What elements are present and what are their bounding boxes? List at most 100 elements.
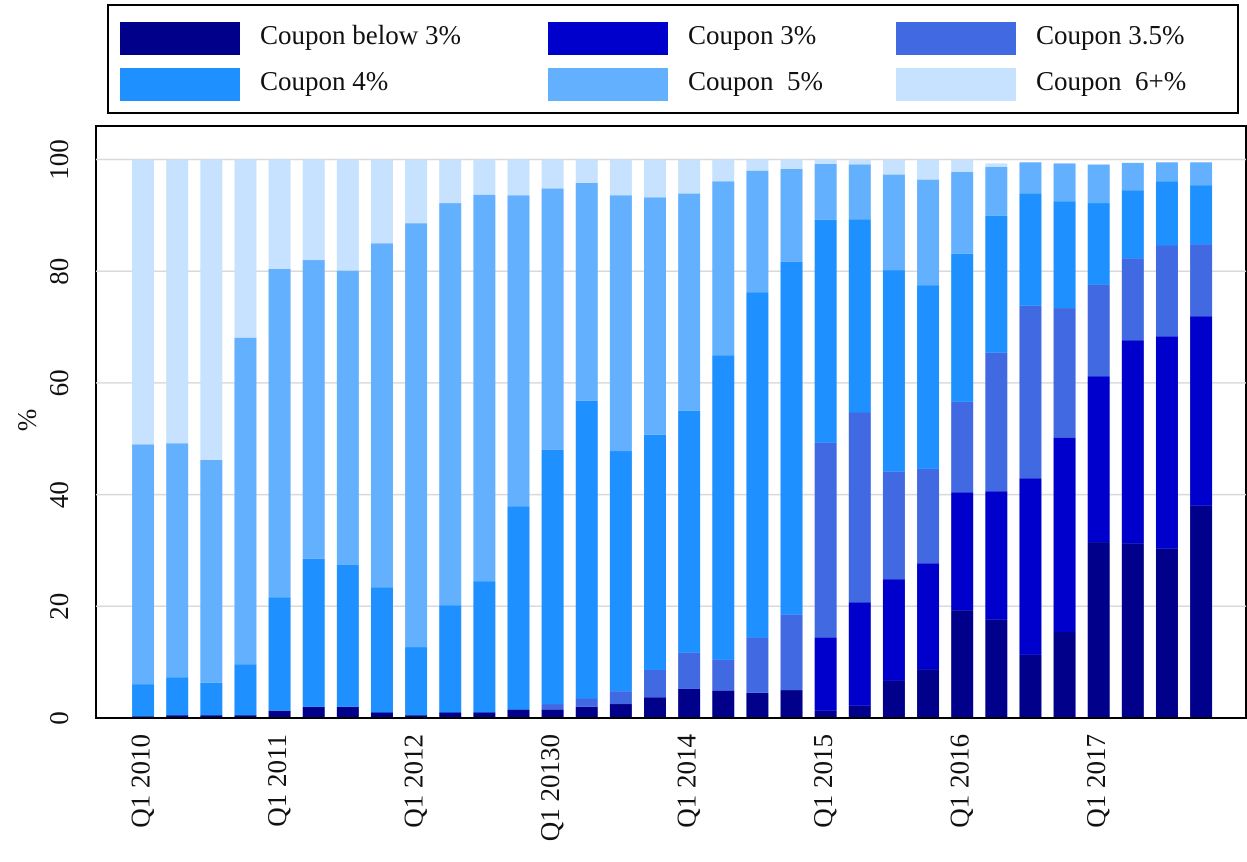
bar-segment — [678, 193, 701, 411]
bar-segment — [473, 712, 496, 718]
bar-segment — [644, 197, 667, 435]
bar-segment — [848, 412, 871, 603]
legend-label: Coupon below 3% — [260, 20, 461, 50]
bar-segment — [644, 669, 667, 698]
bar-segment — [609, 704, 632, 718]
bar-segment — [507, 195, 530, 507]
bar-segment — [644, 159, 667, 198]
bar-segment — [678, 159, 701, 194]
bar-segment — [1053, 437, 1076, 632]
bar-segment — [370, 243, 393, 588]
bar-segment — [507, 709, 530, 718]
bar-segment — [882, 270, 905, 472]
bar-segment — [1087, 542, 1110, 718]
x-tick-label: Q1 2010 — [125, 734, 155, 828]
bar-segment — [1019, 162, 1042, 194]
bar-segment — [746, 170, 769, 293]
bar-segment — [609, 195, 632, 452]
bar-segment — [917, 468, 940, 564]
x-tick-label: Q1 20130 — [535, 734, 565, 841]
bar-segment — [200, 682, 223, 716]
bar-segment — [951, 492, 974, 611]
bar-segment — [1155, 336, 1178, 549]
bar-segment — [166, 715, 189, 718]
bar-segment — [917, 159, 940, 180]
bar-segment — [132, 684, 155, 717]
bar-segment — [541, 704, 564, 710]
bar-segment — [268, 159, 291, 269]
bar-segment — [268, 710, 291, 718]
bar-segment — [541, 709, 564, 718]
bar-segment — [439, 203, 462, 606]
bar-segment — [712, 159, 735, 182]
legend-label: Coupon 4% — [260, 66, 388, 96]
bar-segment — [917, 285, 940, 469]
bar-segment — [575, 706, 598, 718]
bar-segment — [951, 171, 974, 254]
bar-segment — [541, 449, 564, 705]
bar-segment — [575, 698, 598, 707]
bar-segment — [1053, 308, 1076, 438]
bar-segment — [882, 174, 905, 271]
bar-segment — [644, 697, 667, 718]
bar-segment — [336, 270, 359, 565]
legend-swatch — [120, 22, 240, 55]
bar-segment — [882, 159, 905, 175]
bar-segment — [302, 706, 325, 718]
bar-segment — [882, 680, 905, 718]
bar-segment — [712, 355, 735, 660]
bar-segment — [712, 690, 735, 718]
bar-segment — [473, 581, 496, 713]
bar-segment — [200, 715, 223, 718]
bar-segment — [780, 159, 803, 170]
bar-segment — [985, 215, 1008, 353]
x-tick-label: Q1 2014 — [671, 734, 701, 828]
y-tick-label: 0 — [44, 711, 74, 725]
bar-segment — [848, 164, 871, 220]
x-tick-label: Q1 2017 — [1081, 734, 1111, 828]
bar-segment — [1155, 548, 1178, 718]
bar-segment — [370, 712, 393, 718]
bar-segment — [1121, 543, 1144, 718]
bar-segment — [746, 637, 769, 693]
bar-segment — [951, 401, 974, 493]
bar-segment — [951, 610, 974, 718]
bar-segment — [1053, 163, 1076, 202]
bar-segment — [712, 181, 735, 356]
bar-segment — [746, 692, 769, 718]
bar-segment — [336, 564, 359, 707]
x-tick-label: Q1 2016 — [944, 734, 974, 828]
bar-segment — [234, 664, 257, 716]
legend-swatch — [896, 22, 1016, 55]
bar-segment — [1155, 245, 1178, 337]
bar-segment — [951, 253, 974, 402]
bar-segment — [507, 506, 530, 710]
bar-segment — [336, 706, 359, 718]
bar-segment — [370, 587, 393, 713]
bar-segment — [814, 219, 837, 443]
bar-segment — [985, 166, 1008, 216]
bar-segment — [268, 268, 291, 598]
x-tick-label: Q1 2015 — [808, 734, 838, 828]
bar-segment — [848, 159, 871, 165]
bar-segment — [985, 491, 1008, 620]
bar-segment — [575, 400, 598, 699]
bar-segment — [746, 159, 769, 171]
bar-segment — [439, 159, 462, 204]
bar-segment — [609, 159, 632, 196]
bar-segment — [405, 715, 428, 718]
bar-segment — [405, 159, 428, 224]
bar-segment — [132, 444, 155, 685]
bar-segment — [1155, 162, 1178, 182]
bar-segment — [780, 690, 803, 718]
bar-segment — [1190, 244, 1213, 317]
bar-segment — [302, 159, 325, 261]
bar-segment — [370, 159, 393, 244]
bar-segment — [780, 169, 803, 262]
bar-segment — [951, 159, 974, 172]
bar-segment — [1053, 631, 1076, 718]
bar-segment — [166, 159, 189, 444]
bar-segment — [405, 647, 428, 716]
bar-segment — [268, 597, 291, 711]
bar-segment — [746, 292, 769, 638]
